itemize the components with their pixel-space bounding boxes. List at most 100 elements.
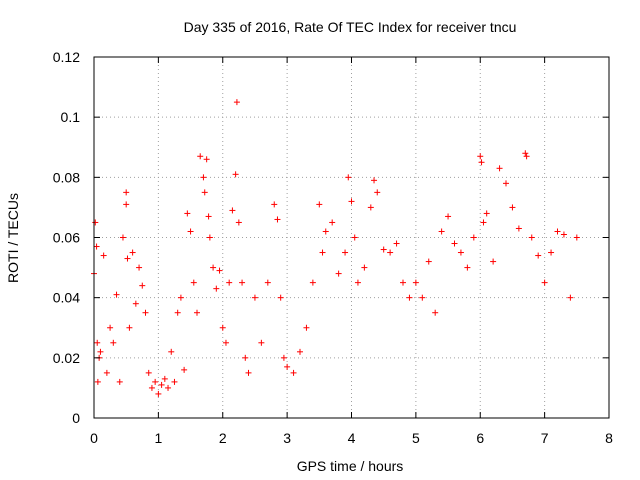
- data-point: [92, 219, 99, 226]
- data-point: [233, 99, 240, 106]
- data-point: [94, 339, 101, 346]
- data-point: [329, 219, 336, 226]
- data-point: [123, 189, 130, 196]
- x-tick-label: 3: [283, 430, 291, 446]
- x-tick-label: 6: [476, 430, 484, 446]
- data-point: [258, 339, 265, 346]
- data-point: [303, 324, 310, 331]
- data-point: [290, 369, 297, 376]
- data-point: [351, 234, 358, 241]
- data-point: [425, 258, 432, 265]
- data-point: [400, 279, 406, 286]
- y-tick-label: 0.12: [53, 49, 80, 65]
- data-point: [419, 294, 426, 301]
- data-point: [113, 291, 120, 298]
- data-point: [226, 279, 233, 286]
- data-point: [222, 339, 229, 346]
- data-point: [393, 240, 400, 247]
- data-point: [523, 153, 530, 160]
- data-point: [194, 309, 200, 316]
- y-tick-label: 0.04: [53, 290, 80, 306]
- data-point: [124, 255, 131, 262]
- data-point: [139, 282, 146, 289]
- data-point: [271, 201, 278, 208]
- data-point: [480, 219, 487, 226]
- x-tick-label: 2: [219, 430, 227, 446]
- data-point: [100, 252, 107, 259]
- data-point: [148, 384, 155, 391]
- data-point: [277, 294, 284, 301]
- y-tick-label: 0.08: [53, 169, 80, 185]
- data-point: [235, 219, 242, 226]
- x-tick-label: 8: [605, 430, 613, 446]
- data-point: [274, 216, 281, 223]
- data-point: [165, 384, 172, 391]
- data-point: [509, 204, 516, 211]
- chart-title: Day 335 of 2016, Rate Of TEC Index for r…: [184, 19, 517, 35]
- data-point: [242, 354, 249, 361]
- data-point: [457, 249, 464, 256]
- y-axis: 0 0.02 0.04 0.06 0.08 0.1 0.12: [53, 49, 609, 426]
- data-point: [219, 324, 226, 331]
- data-point: [535, 252, 542, 259]
- data-point: [187, 228, 194, 235]
- data-point: [354, 279, 361, 286]
- data-point: [155, 390, 162, 397]
- data-point: [205, 213, 212, 220]
- data-point: [177, 294, 184, 301]
- data-point: [445, 213, 452, 220]
- data-point: [297, 348, 303, 355]
- data-point: [319, 249, 326, 256]
- data-point: [129, 249, 136, 256]
- data-point: [554, 228, 561, 235]
- data-point: [213, 285, 220, 292]
- data-point: [119, 234, 126, 241]
- data-point: [158, 381, 165, 388]
- data-point: [197, 153, 204, 160]
- x-axis: 0 1 2 3 4 5 6 7 8: [90, 57, 613, 446]
- data-point: [432, 309, 439, 316]
- data-point: [361, 264, 368, 271]
- data-point: [142, 309, 149, 316]
- data-point: [367, 204, 374, 211]
- data-point: [477, 153, 484, 160]
- x-axis-label: GPS time / hours: [297, 458, 404, 474]
- data-point: [94, 378, 101, 385]
- data-point: [309, 279, 316, 286]
- data-point: [470, 234, 477, 241]
- data-point: [478, 159, 485, 166]
- data-point: [284, 363, 291, 370]
- data-point: [548, 249, 555, 256]
- data-point: [190, 279, 197, 286]
- data-point: [438, 228, 445, 235]
- x-tick-label: 1: [154, 430, 162, 446]
- x-tick-label: 0: [90, 430, 98, 446]
- data-point: [380, 246, 387, 253]
- data-point: [201, 189, 208, 196]
- data-point: [348, 198, 355, 205]
- data-point: [97, 348, 104, 355]
- data-point: [496, 165, 503, 172]
- data-point: [107, 324, 114, 331]
- x-tick-label: 5: [412, 430, 420, 446]
- data-point: [210, 264, 217, 271]
- data-point: [203, 156, 210, 163]
- data-point: [232, 171, 239, 178]
- data-point: [464, 264, 471, 271]
- data-point: [245, 369, 252, 376]
- scatter-points: [91, 99, 580, 397]
- data-point: [200, 174, 207, 181]
- y-tick-label: 0: [72, 410, 80, 426]
- data-point: [515, 225, 522, 232]
- data-point: [136, 264, 143, 271]
- data-point: [573, 234, 580, 241]
- data-point: [239, 279, 246, 286]
- data-point: [251, 294, 258, 301]
- data-point: [161, 375, 168, 382]
- data-point: [168, 348, 175, 355]
- data-point: [123, 201, 130, 208]
- data-point: [451, 240, 458, 247]
- data-point: [116, 378, 123, 385]
- data-point: [374, 189, 381, 196]
